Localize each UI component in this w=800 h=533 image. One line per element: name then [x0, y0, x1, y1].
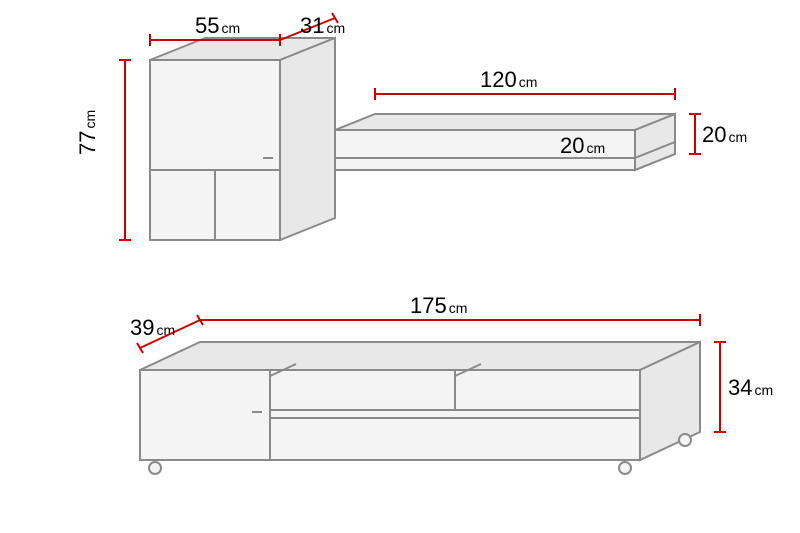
- dim-unit: cm: [221, 20, 240, 36]
- svg-text:55cm: 55cm: [195, 13, 240, 38]
- svg-text:175cm: 175cm: [410, 293, 467, 318]
- dim-value: 77: [75, 131, 100, 155]
- cabinet-side-face: [280, 38, 335, 240]
- bench-front: [140, 370, 640, 460]
- svg-text:39cm: 39cm: [130, 315, 175, 340]
- svg-text:77cm: 77 cm: [75, 110, 100, 155]
- bench-top-face: [140, 342, 700, 370]
- dim-value: 20: [560, 133, 584, 158]
- bench-foot: [619, 462, 631, 474]
- dim-unit: cm: [728, 129, 747, 145]
- svg-text:120cm: 120cm: [480, 67, 537, 92]
- dim-value: 120: [480, 67, 517, 92]
- dim-unit: cm: [449, 300, 468, 316]
- dim-value: 175: [410, 293, 447, 318]
- svg-text:31cm: 31cm: [300, 13, 345, 38]
- dim-unit: cm: [156, 322, 175, 338]
- dim-value: 39: [130, 315, 154, 340]
- shelf-board: [335, 158, 635, 170]
- shelf-top-face: [335, 114, 675, 130]
- bench-foot: [149, 462, 161, 474]
- dim-unit: cm: [754, 382, 773, 398]
- dim-value: 55: [195, 13, 219, 38]
- tv-bench: [140, 342, 700, 474]
- dim-unit: cm: [519, 74, 538, 90]
- svg-text:34cm: 34cm: [728, 375, 773, 400]
- dim-value: 20: [702, 122, 726, 147]
- wall-shelf: [335, 114, 675, 170]
- svg-text:20cm: 20cm: [702, 122, 747, 147]
- dim-shelf-width: 120cm: [375, 67, 675, 100]
- dim-shelf-height: 20cm: [689, 114, 747, 154]
- dim-value: 34: [728, 375, 752, 400]
- dim-cab-depth: 31cm: [280, 13, 345, 40]
- dim-unit: cm: [326, 20, 345, 36]
- dim-unit: cm: [82, 110, 98, 129]
- upper-assembly: 55cm 31cm 77cm 120cm 20cm 20cm: [75, 13, 747, 240]
- wall-cabinet: [150, 38, 335, 240]
- furniture-dimension-diagram: 55cm 31cm 77cm 120cm 20cm 20cm: [0, 0, 800, 533]
- dim-cab-height: 77 cm: [75, 60, 131, 240]
- bench-foot: [679, 434, 691, 446]
- dim-tv-height: 34cm: [714, 342, 773, 432]
- dim-value: 31: [300, 13, 324, 38]
- dim-unit: cm: [586, 140, 605, 156]
- dim-tv-width: 175cm: [200, 293, 700, 326]
